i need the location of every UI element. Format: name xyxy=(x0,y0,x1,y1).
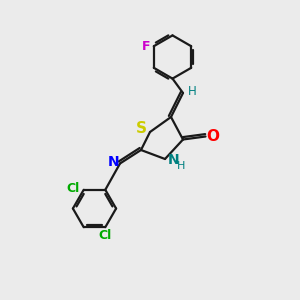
Text: N: N xyxy=(168,154,179,167)
Text: O: O xyxy=(206,129,220,144)
Text: S: S xyxy=(136,121,147,136)
Text: Cl: Cl xyxy=(67,182,80,195)
Text: N: N xyxy=(108,155,119,169)
Text: H: H xyxy=(188,85,197,98)
Text: F: F xyxy=(142,40,151,53)
Text: H: H xyxy=(177,161,185,171)
Text: Cl: Cl xyxy=(99,229,112,242)
